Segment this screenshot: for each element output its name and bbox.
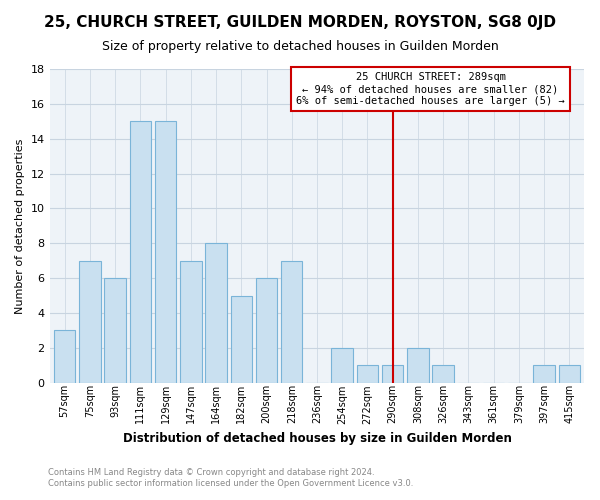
Bar bbox=[230, 296, 252, 383]
Bar bbox=[407, 348, 428, 383]
Bar bbox=[130, 122, 151, 383]
Text: Contains HM Land Registry data © Crown copyright and database right 2024.
Contai: Contains HM Land Registry data © Crown c… bbox=[48, 468, 413, 487]
Bar bbox=[357, 366, 378, 383]
Bar bbox=[533, 366, 555, 383]
Bar bbox=[180, 261, 202, 383]
Bar bbox=[281, 261, 302, 383]
Y-axis label: Number of detached properties: Number of detached properties bbox=[15, 138, 25, 314]
Bar bbox=[205, 244, 227, 383]
Text: 25 CHURCH STREET: 289sqm
← 94% of detached houses are smaller (82)
6% of semi-de: 25 CHURCH STREET: 289sqm ← 94% of detach… bbox=[296, 72, 565, 106]
Text: Size of property relative to detached houses in Guilden Morden: Size of property relative to detached ho… bbox=[101, 40, 499, 53]
Bar bbox=[433, 366, 454, 383]
Text: 25, CHURCH STREET, GUILDEN MORDEN, ROYSTON, SG8 0JD: 25, CHURCH STREET, GUILDEN MORDEN, ROYST… bbox=[44, 15, 556, 30]
Bar bbox=[79, 261, 101, 383]
Bar bbox=[155, 122, 176, 383]
Bar bbox=[559, 366, 580, 383]
Bar bbox=[331, 348, 353, 383]
Bar bbox=[104, 278, 126, 383]
Bar bbox=[256, 278, 277, 383]
Bar bbox=[54, 330, 76, 383]
Bar bbox=[382, 366, 403, 383]
X-axis label: Distribution of detached houses by size in Guilden Morden: Distribution of detached houses by size … bbox=[122, 432, 511, 445]
